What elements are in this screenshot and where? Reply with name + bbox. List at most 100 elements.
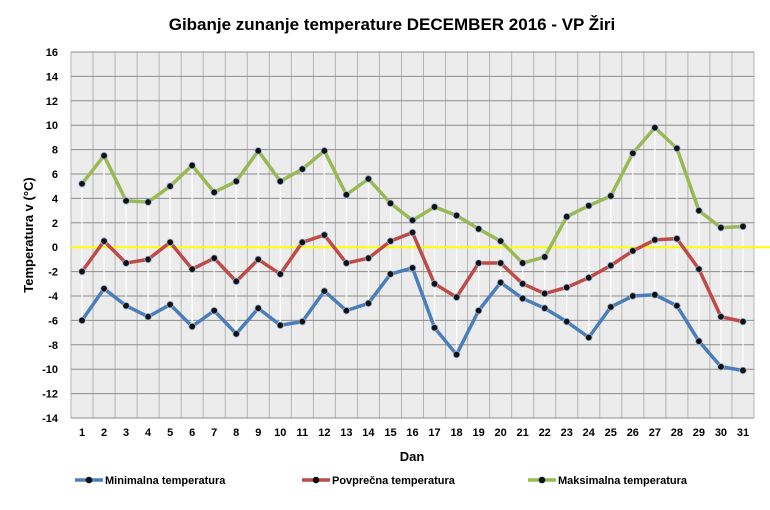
- data-point-maksimalna: [739, 222, 747, 231]
- data-point-minimalna: [188, 322, 196, 331]
- data-point-povprečna: [342, 259, 351, 267]
- data-point-minimalna: [430, 324, 439, 332]
- data-point-minimalna: [563, 317, 571, 326]
- data-point-povprečna: [144, 255, 152, 264]
- data-point-maksimalna: [474, 225, 483, 233]
- data-point-povprečna: [563, 283, 571, 292]
- x-tick-label: 16: [406, 427, 418, 439]
- x-tick-label: 21: [517, 427, 529, 439]
- data-point-maksimalna: [144, 198, 152, 206]
- data-point-povprečna: [673, 234, 681, 243]
- x-tick-label: 23: [561, 427, 573, 439]
- x-tick-label: 18: [450, 427, 462, 439]
- x-tick-label: 4: [145, 427, 152, 439]
- data-point-povprečna: [430, 280, 439, 288]
- data-point-povprečna: [320, 231, 329, 239]
- x-tick-label: 11: [297, 427, 309, 439]
- y-tick-label: 2: [52, 218, 58, 230]
- x-tick-label: 13: [340, 427, 352, 439]
- data-point-maksimalna: [232, 177, 240, 186]
- data-point-maksimalna: [364, 175, 373, 183]
- legend-marker-minimalna: [85, 476, 93, 484]
- x-tick-label: 1: [79, 427, 85, 439]
- data-point-povprečna: [717, 313, 725, 321]
- x-tick-label: 14: [362, 427, 375, 439]
- data-point-minimalna: [276, 321, 285, 329]
- x-axis-label: Dan: [400, 449, 425, 464]
- data-point-minimalna: [651, 291, 659, 299]
- data-point-maksimalna: [298, 165, 307, 173]
- x-tick-label: 25: [605, 427, 617, 439]
- legend-marker-maksimalna: [538, 476, 546, 484]
- y-tick-label: -8: [48, 340, 58, 352]
- x-tick-label: 22: [539, 427, 551, 439]
- y-tick-label: -2: [48, 267, 58, 279]
- data-point-maksimalna: [408, 216, 417, 225]
- data-point-povprečna: [474, 259, 483, 267]
- data-point-minimalna: [100, 284, 108, 293]
- y-tick-label: 6: [52, 169, 58, 181]
- data-point-minimalna: [518, 294, 527, 303]
- y-tick-label: -4: [48, 291, 59, 303]
- data-point-minimalna: [717, 363, 725, 371]
- y-tick-label: -10: [42, 364, 58, 376]
- data-point-maksimalna: [122, 197, 130, 205]
- legend-label-povprečna: Povprečna temperatura: [332, 475, 456, 487]
- data-point-maksimalna: [386, 199, 395, 207]
- data-point-povprečna: [452, 293, 461, 301]
- data-point-minimalna: [210, 306, 218, 315]
- data-point-povprečna: [122, 259, 130, 267]
- legend: Minimalna temperatura Povprečna temperatu…: [75, 475, 688, 487]
- data-point-povprečna: [78, 267, 86, 276]
- data-point-povprečna: [695, 265, 703, 273]
- x-tick-label: 19: [472, 427, 484, 439]
- data-point-minimalna: [364, 299, 373, 308]
- data-point-maksimalna: [518, 259, 527, 267]
- data-point-maksimalna: [695, 206, 703, 215]
- data-point-maksimalna: [651, 123, 659, 132]
- y-tick-label: -12: [42, 389, 58, 401]
- legend-marker-povprečna: [312, 476, 320, 484]
- data-point-minimalna: [629, 292, 637, 300]
- data-point-minimalna: [739, 366, 747, 375]
- data-point-minimalna: [232, 330, 240, 338]
- data-point-maksimalna: [563, 212, 571, 221]
- x-tick-label: 26: [627, 427, 639, 439]
- data-point-minimalna: [540, 304, 549, 312]
- x-tick-label: 3: [123, 427, 129, 439]
- x-tick-label: 10: [274, 427, 286, 439]
- x-tick-label: 9: [255, 427, 261, 439]
- data-point-maksimalna: [430, 203, 439, 211]
- data-point-povprečna: [651, 236, 659, 244]
- y-tick-label: 8: [52, 145, 58, 157]
- x-tick-label: 17: [428, 427, 440, 439]
- x-tick-label: 20: [495, 427, 507, 439]
- x-tick-label: 28: [671, 427, 683, 439]
- data-point-minimalna: [78, 316, 86, 325]
- data-point-maksimalna: [166, 182, 174, 190]
- y-tick-label: 16: [46, 47, 58, 59]
- y-tick-label: 10: [46, 120, 58, 132]
- data-point-minimalna: [342, 306, 351, 315]
- data-point-minimalna: [695, 337, 703, 345]
- data-point-minimalna: [673, 302, 681, 310]
- data-point-maksimalna: [629, 149, 637, 157]
- data-point-maksimalna: [452, 211, 461, 220]
- legend-label-minimalna: Minimalna temperatura: [105, 475, 226, 487]
- data-point-maksimalna: [585, 202, 593, 210]
- data-point-minimalna: [496, 278, 505, 287]
- data-point-povprečna: [540, 289, 549, 298]
- data-point-minimalna: [452, 350, 461, 359]
- y-tick-label: -14: [42, 413, 59, 425]
- data-point-povprečna: [364, 254, 373, 262]
- data-point-povprečna: [232, 277, 240, 286]
- data-point-minimalna: [320, 287, 329, 295]
- data-point-maksimalna: [78, 180, 86, 188]
- data-point-minimalna: [122, 302, 130, 310]
- legend-label-maksimalna: Maksimalna temperatura: [558, 475, 688, 487]
- y-axis-label: Temperatura v (°C): [21, 177, 36, 292]
- data-point-maksimalna: [717, 223, 725, 232]
- data-point-povprečna: [276, 270, 285, 278]
- x-tick-label: 15: [384, 427, 396, 439]
- x-tick-label: 30: [715, 427, 727, 439]
